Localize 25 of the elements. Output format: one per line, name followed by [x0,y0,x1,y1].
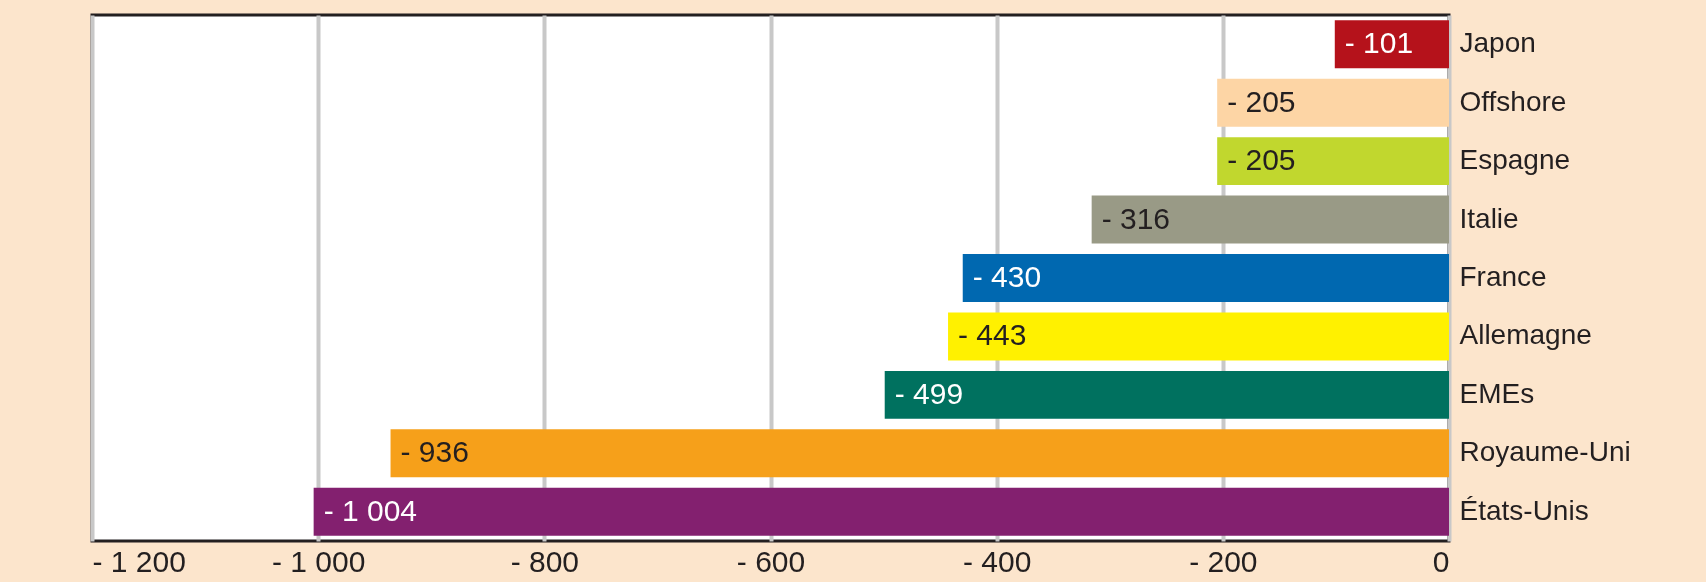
data-label: - 936 [400,435,469,469]
x-tick-label: - 200 [1189,544,1258,578]
data-label: - 443 [958,318,1027,352]
y-tick-label: Offshore [1459,85,1567,117]
data-label: - 316 [1101,201,1171,235]
y-tick-label: Japon [1459,27,1536,59]
y-tick-label: États-Unis [1459,494,1589,526]
x-tick-label: - 600 [736,544,806,578]
data-label: - 205 [1227,143,1296,177]
data-label: - 101 [1344,26,1414,60]
data-label: - 1 004 [323,493,418,527]
x-tick-label: - 1 200 [92,544,186,578]
data-label: - 430 [972,260,1042,293]
x-tick-label: - 400 [962,544,1032,578]
x-tick-label: - 800 [510,544,580,578]
y-tick-label: Italie [1459,202,1519,234]
data-label: - 205 [1227,84,1296,118]
y-tick-label: EMEs [1459,377,1535,409]
y-tick-label: Allemagne [1459,319,1592,351]
x-tick-label: 0 [1432,544,1450,578]
y-tick-label: France [1459,261,1547,292]
y-tick-label: Royaume-Uni [1459,436,1631,468]
y-tick-label: Espagne [1459,144,1571,176]
x-tick-label: - 1 000 [271,544,366,578]
data-label: - 499 [894,376,964,410]
